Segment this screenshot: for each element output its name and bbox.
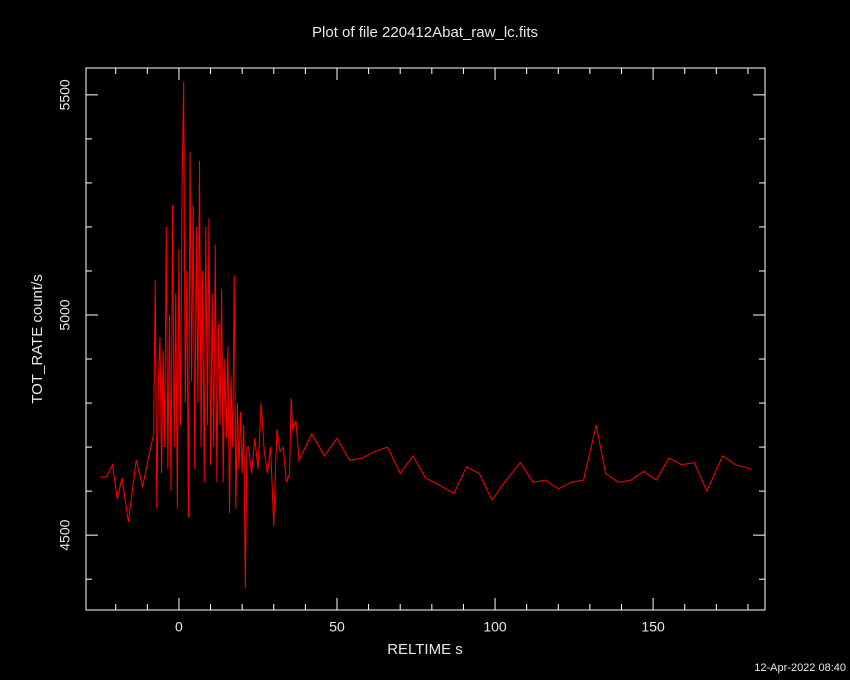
x-tick-label: 150 [641,619,665,635]
y-tick-label: 4500 [57,519,73,550]
y-tick-label: 5000 [57,299,73,330]
x-tick-label: 0 [175,619,183,635]
x-tick-label: 100 [483,619,507,635]
y-tick-label: 5500 [57,79,73,110]
timestamp: 12-Apr-2022 08:40 [754,662,846,674]
plot-frame [85,67,766,611]
data-line [99,81,752,588]
x-axis-label: RELTIME s [387,641,463,658]
chart-title: Plot of file 220412Abat_raw_lc.fits [312,24,538,41]
y-axis-label: TOT_RATE count/s [29,274,46,404]
x-tick-label: 50 [329,619,345,635]
